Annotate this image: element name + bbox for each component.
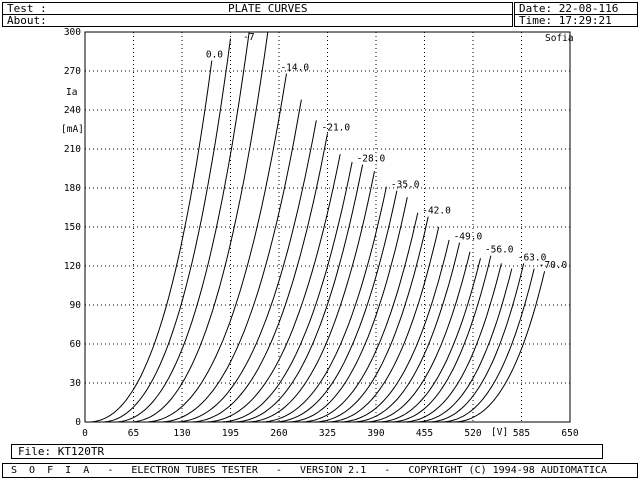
curve-line: [246, 170, 375, 423]
curve-line: [414, 268, 513, 423]
curve-line: [101, 38, 231, 423]
curve-label: -70.0: [539, 260, 568, 271]
x-tick-label: 0: [82, 428, 88, 439]
curve-line: [144, 73, 287, 423]
curve-label: -49.0: [454, 232, 483, 243]
curve-line: [452, 271, 546, 423]
curve-label: 0.0: [206, 50, 223, 61]
x-tick-label: 390: [367, 428, 384, 439]
curves: 0.0 -7 -14.0 -21.0 -28.0 -35.0 -42.0 -49.0-56.0…: [88, 31, 568, 423]
about-label: About:: [7, 14, 47, 27]
curve-line: [189, 133, 328, 423]
y-tick-label: 270: [64, 66, 81, 77]
curve-line: [376, 258, 481, 423]
curve-line: [259, 186, 387, 423]
y-tick-label: 240: [64, 105, 81, 116]
y-tick-label: 120: [64, 261, 81, 272]
footer-bar: [2, 463, 638, 478]
curve-line: [389, 255, 492, 423]
axis-ticks: 0 65 130 195 260 325 390 455 520 585 650 0 30 60 90 120…: [64, 27, 579, 439]
curve-line: [159, 99, 302, 423]
plot-frame: [84, 31, 571, 423]
x-tick-label: 325: [319, 428, 336, 439]
curve-line: [427, 263, 525, 423]
curve-label: -56.0: [485, 245, 514, 256]
curve-line: [286, 196, 408, 423]
curve-line: [313, 216, 429, 423]
curve-line: [174, 120, 317, 423]
file-bar: [11, 444, 603, 459]
curve-label: -28.0: [357, 154, 386, 165]
x-tick-label: 650: [561, 428, 578, 439]
curve-label: -21.0: [322, 122, 351, 133]
x-tick-label: 130: [173, 428, 190, 439]
curve-label: -42.0: [422, 206, 451, 217]
curve-line: [114, 31, 250, 423]
curve-label: -7: [243, 32, 254, 43]
time-text: Time: 17:29:21: [519, 14, 612, 27]
test-label: Test :: [7, 2, 47, 15]
page-title: PLATE CURVES: [228, 2, 308, 15]
x-tick-label: 455: [416, 428, 433, 439]
curve-line: [325, 226, 440, 423]
curve-line: [299, 212, 419, 423]
y-axis-unit: [mA]: [61, 124, 84, 135]
y-tick-label: 30: [70, 378, 82, 389]
curve-line: [364, 251, 471, 423]
watermark: Sofia: [545, 33, 574, 44]
x-axis-unit: [V]: [491, 427, 508, 438]
x-tick-label: 520: [464, 428, 481, 439]
curve-label: -63.0: [518, 252, 547, 263]
y-tick-label: 210: [64, 144, 81, 155]
y-tick-label: 0: [75, 417, 81, 428]
y-tick-label: 60: [70, 339, 82, 350]
y-axis-label: Ia: [66, 87, 77, 98]
file-label: File: KT120TR: [18, 445, 105, 458]
header-divider: [2, 14, 513, 15]
curve-line: [232, 164, 364, 423]
curve-line: [88, 60, 213, 423]
curve-line: [351, 242, 461, 423]
curve-line: [402, 263, 502, 423]
curve-line: [219, 161, 353, 423]
footer-text: S O F I A - ELECTRON TUBES TESTER - VERS…: [11, 465, 608, 476]
curve-line: [129, 31, 269, 423]
x-tick-label: 65: [128, 428, 139, 439]
x-tick-label: 195: [222, 428, 239, 439]
curve-line: [338, 239, 450, 423]
grid: [85, 32, 570, 422]
y-tick-label: 90: [70, 300, 82, 311]
header-right-divider: [514, 14, 638, 15]
curve-label: -14.0: [280, 63, 309, 74]
curve-line: [272, 190, 398, 423]
y-tick-label: 180: [64, 183, 81, 194]
date-text: Date: 22-08-116: [519, 2, 619, 15]
curve-label: -35.0: [391, 180, 420, 191]
y-tick-label: 300: [64, 27, 81, 38]
x-tick-label: 585: [513, 428, 530, 439]
curve-line: [204, 154, 341, 423]
curve-line: [440, 268, 535, 423]
x-tick-label: 260: [270, 428, 287, 439]
y-tick-label: 150: [64, 222, 81, 233]
